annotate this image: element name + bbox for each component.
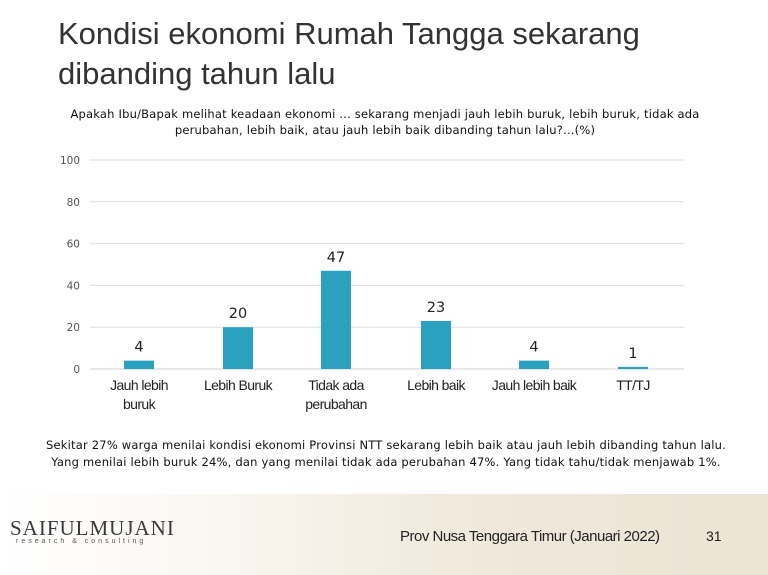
y-tick-label: 80 <box>67 197 80 209</box>
data-label: 4 <box>134 340 143 356</box>
y-tick-label: 40 <box>67 280 80 292</box>
slide-title: Kondisi ekonomi Rumah Tangga sekarang di… <box>58 16 640 91</box>
y-tick-label: 0 <box>73 364 80 376</box>
company-logo: SAIFULMUJANI <box>10 516 175 540</box>
footer-source: Prov Nusa Tenggara Timur (Januari 2022) <box>400 528 660 545</box>
category-label: perubahan <box>305 396 367 412</box>
category-label: buruk <box>123 396 157 412</box>
bar <box>618 366 648 369</box>
bar <box>421 320 451 369</box>
data-label: 23 <box>427 300 445 316</box>
category-label: Jauh lebih baik <box>492 377 578 393</box>
company-logo-tagline: research & consulting <box>16 538 147 545</box>
data-label: 47 <box>327 250 345 266</box>
bar <box>321 270 351 369</box>
data-label: 4 <box>529 340 538 356</box>
footer-band <box>0 494 768 575</box>
survey-question: Apakah Ibu/Bapak melihat keadaan ekonomi… <box>70 107 700 137</box>
y-tick-label: 100 <box>60 155 80 167</box>
category-label: Lebih baik <box>407 377 466 393</box>
data-label: 20 <box>229 306 247 322</box>
bar <box>124 360 154 369</box>
data-label: 1 <box>628 346 637 362</box>
category-label: Lebih Buruk <box>204 377 274 393</box>
y-tick-label: 60 <box>67 239 80 251</box>
y-tick-label: 20 <box>67 322 80 334</box>
chart-summary-note: Sekitar 27% warga menilai kondisi ekonom… <box>46 438 726 469</box>
category-label: Jauh lebih <box>110 377 168 393</box>
category-label: Tidak ada <box>308 377 364 393</box>
bar <box>223 327 253 369</box>
bar-chart: 0 20 40 60 80 100 4 Jauh lebih buruk 20 Lebih Buru… <box>60 155 684 412</box>
bar <box>519 360 549 369</box>
page-number: 31 <box>706 528 722 544</box>
category-label: TT/TJ <box>616 377 650 393</box>
